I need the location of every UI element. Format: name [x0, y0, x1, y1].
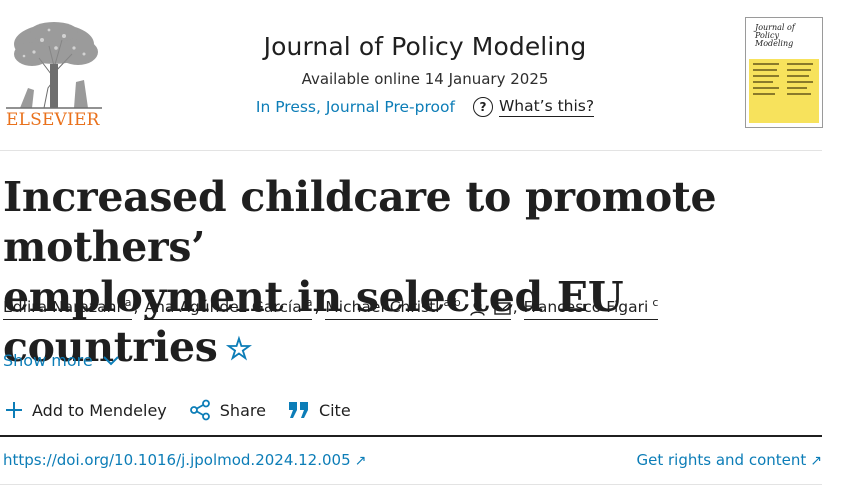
- author-link[interactable]: Ana Agúndez García a: [144, 295, 313, 320]
- header-divider: [0, 150, 822, 151]
- elsevier-logo[interactable]: ELSEVIER: [4, 18, 104, 130]
- add-to-mendeley-label: Add to Mendeley: [32, 400, 167, 420]
- author-name: Francesco Figari: [523, 298, 649, 316]
- author-separator: ,: [512, 298, 518, 316]
- chevron-down-icon: [102, 355, 119, 365]
- article-title-line1: Increased childcare to promote mothers’: [3, 173, 717, 271]
- affiliation-marker: c: [652, 295, 659, 309]
- in-press-status: In Press, Journal Pre-proof: [255, 98, 455, 116]
- quote-icon: [288, 402, 308, 418]
- person-icon: [470, 301, 485, 316]
- article-title: Increased childcare to promote mothers’ …: [3, 172, 803, 375]
- author-link[interactable]: Edlira Narazani a: [3, 295, 132, 320]
- get-rights-link[interactable]: Get rights and content ↗: [637, 451, 822, 469]
- affiliation-marker: a: [124, 295, 132, 309]
- author-separator: ,: [133, 298, 139, 316]
- author-link[interactable]: Francesco Figari c: [523, 295, 659, 320]
- help-icon[interactable]: ?: [472, 97, 493, 117]
- author-name: Ana Agúndez García: [144, 298, 302, 316]
- article-header: ELSEVIER Journal of Policy Modeling Avai…: [0, 0, 850, 150]
- star-icon[interactable]: ☆: [225, 332, 253, 367]
- author-name: Edlira Narazani: [3, 298, 121, 316]
- cover-yellow-panel: [749, 59, 819, 123]
- author-name: Michael Christl: [325, 298, 440, 316]
- share-icon: [189, 399, 210, 421]
- journal-info: Journal of Policy Modeling Available onl…: [200, 32, 650, 117]
- author-link[interactable]: Michael Christl a b: [325, 295, 511, 320]
- share-button[interactable]: Share: [189, 399, 266, 421]
- external-link-icon: ↗: [354, 453, 367, 469]
- author-separator: ,: [314, 298, 320, 316]
- cover-inner: Journal of Policy Modeling: [749, 21, 819, 124]
- get-rights-text: Get rights and content: [636, 451, 807, 469]
- status-row: In Press, Journal Pre-proof ? What’s thi…: [200, 97, 650, 117]
- article-title-line2: employment in selected EU countries: [3, 273, 624, 371]
- bottom-divider: [0, 484, 822, 485]
- show-more-button[interactable]: Show more: [3, 351, 119, 370]
- whats-this-link[interactable]: What’s this?: [498, 97, 595, 117]
- add-to-mendeley-button[interactable]: Add to Mendeley: [5, 401, 167, 420]
- doi-text: https://doi.org/10.1016/j.jpolmod.2024.1…: [3, 451, 351, 469]
- cover-title: Journal of Policy Modeling: [755, 23, 795, 48]
- share-label: Share: [219, 400, 266, 420]
- affiliation-marker: a: [305, 295, 313, 309]
- available-online-date: Available online 14 January 2025: [301, 70, 549, 88]
- journal-cover-image[interactable]: Journal of Policy Modeling: [745, 17, 823, 128]
- affiliation-marker: a b: [443, 295, 461, 309]
- author-list: Edlira Narazani a , Ana Agúndez García a…: [3, 295, 659, 320]
- article-actions: Add to Mendeley Share Cite: [5, 399, 373, 421]
- mail-icon: [494, 301, 511, 315]
- publisher-name: ELSEVIER: [6, 110, 100, 130]
- cite-button[interactable]: Cite: [288, 401, 351, 420]
- cite-label: Cite: [318, 400, 351, 420]
- tree-logo-icon: [6, 22, 102, 109]
- plus-icon: [6, 402, 22, 418]
- actions-divider: [0, 435, 822, 437]
- journal-title-link[interactable]: Journal of Policy Modeling: [263, 32, 587, 61]
- external-link-icon: ↗: [810, 453, 822, 469]
- doi-link[interactable]: https://doi.org/10.1016/j.jpolmod.2024.1…: [3, 451, 366, 469]
- show-more-label: Show more: [3, 351, 93, 370]
